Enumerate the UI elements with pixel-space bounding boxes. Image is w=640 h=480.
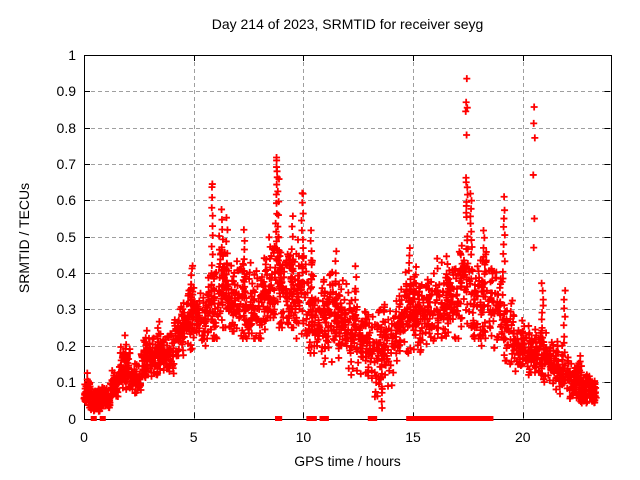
- y-axis-label: SRMTID / TECUs: [16, 182, 32, 294]
- y-tick-label: 0.9: [56, 83, 76, 100]
- x-tick-label: 20: [514, 429, 531, 445]
- y-tick-label: 0.4: [56, 265, 76, 282]
- y-tick-label: 0.3: [56, 301, 76, 318]
- chart-title: Day 214 of 2023, SRMTID for receiver sey…: [211, 16, 484, 32]
- y-tick-label: 0: [68, 410, 76, 427]
- x-axis-label: GPS time / hours: [294, 453, 401, 469]
- x-tick-label: 10: [295, 429, 312, 445]
- y-tick-label: 1: [68, 47, 76, 63]
- y-tick-label: 0.5: [56, 228, 76, 245]
- x-tick-label: 5: [189, 429, 198, 445]
- x-tick-label: 15: [405, 429, 421, 445]
- y-tick-label: 0.1: [56, 374, 76, 391]
- y-tick-label: 0.8: [56, 119, 76, 136]
- y-tick-label: 0.7: [56, 156, 76, 173]
- y-tick-label: 0.6: [56, 192, 76, 209]
- y-tick-label: 0.2: [56, 337, 76, 354]
- x-tick-label: 0: [80, 429, 88, 445]
